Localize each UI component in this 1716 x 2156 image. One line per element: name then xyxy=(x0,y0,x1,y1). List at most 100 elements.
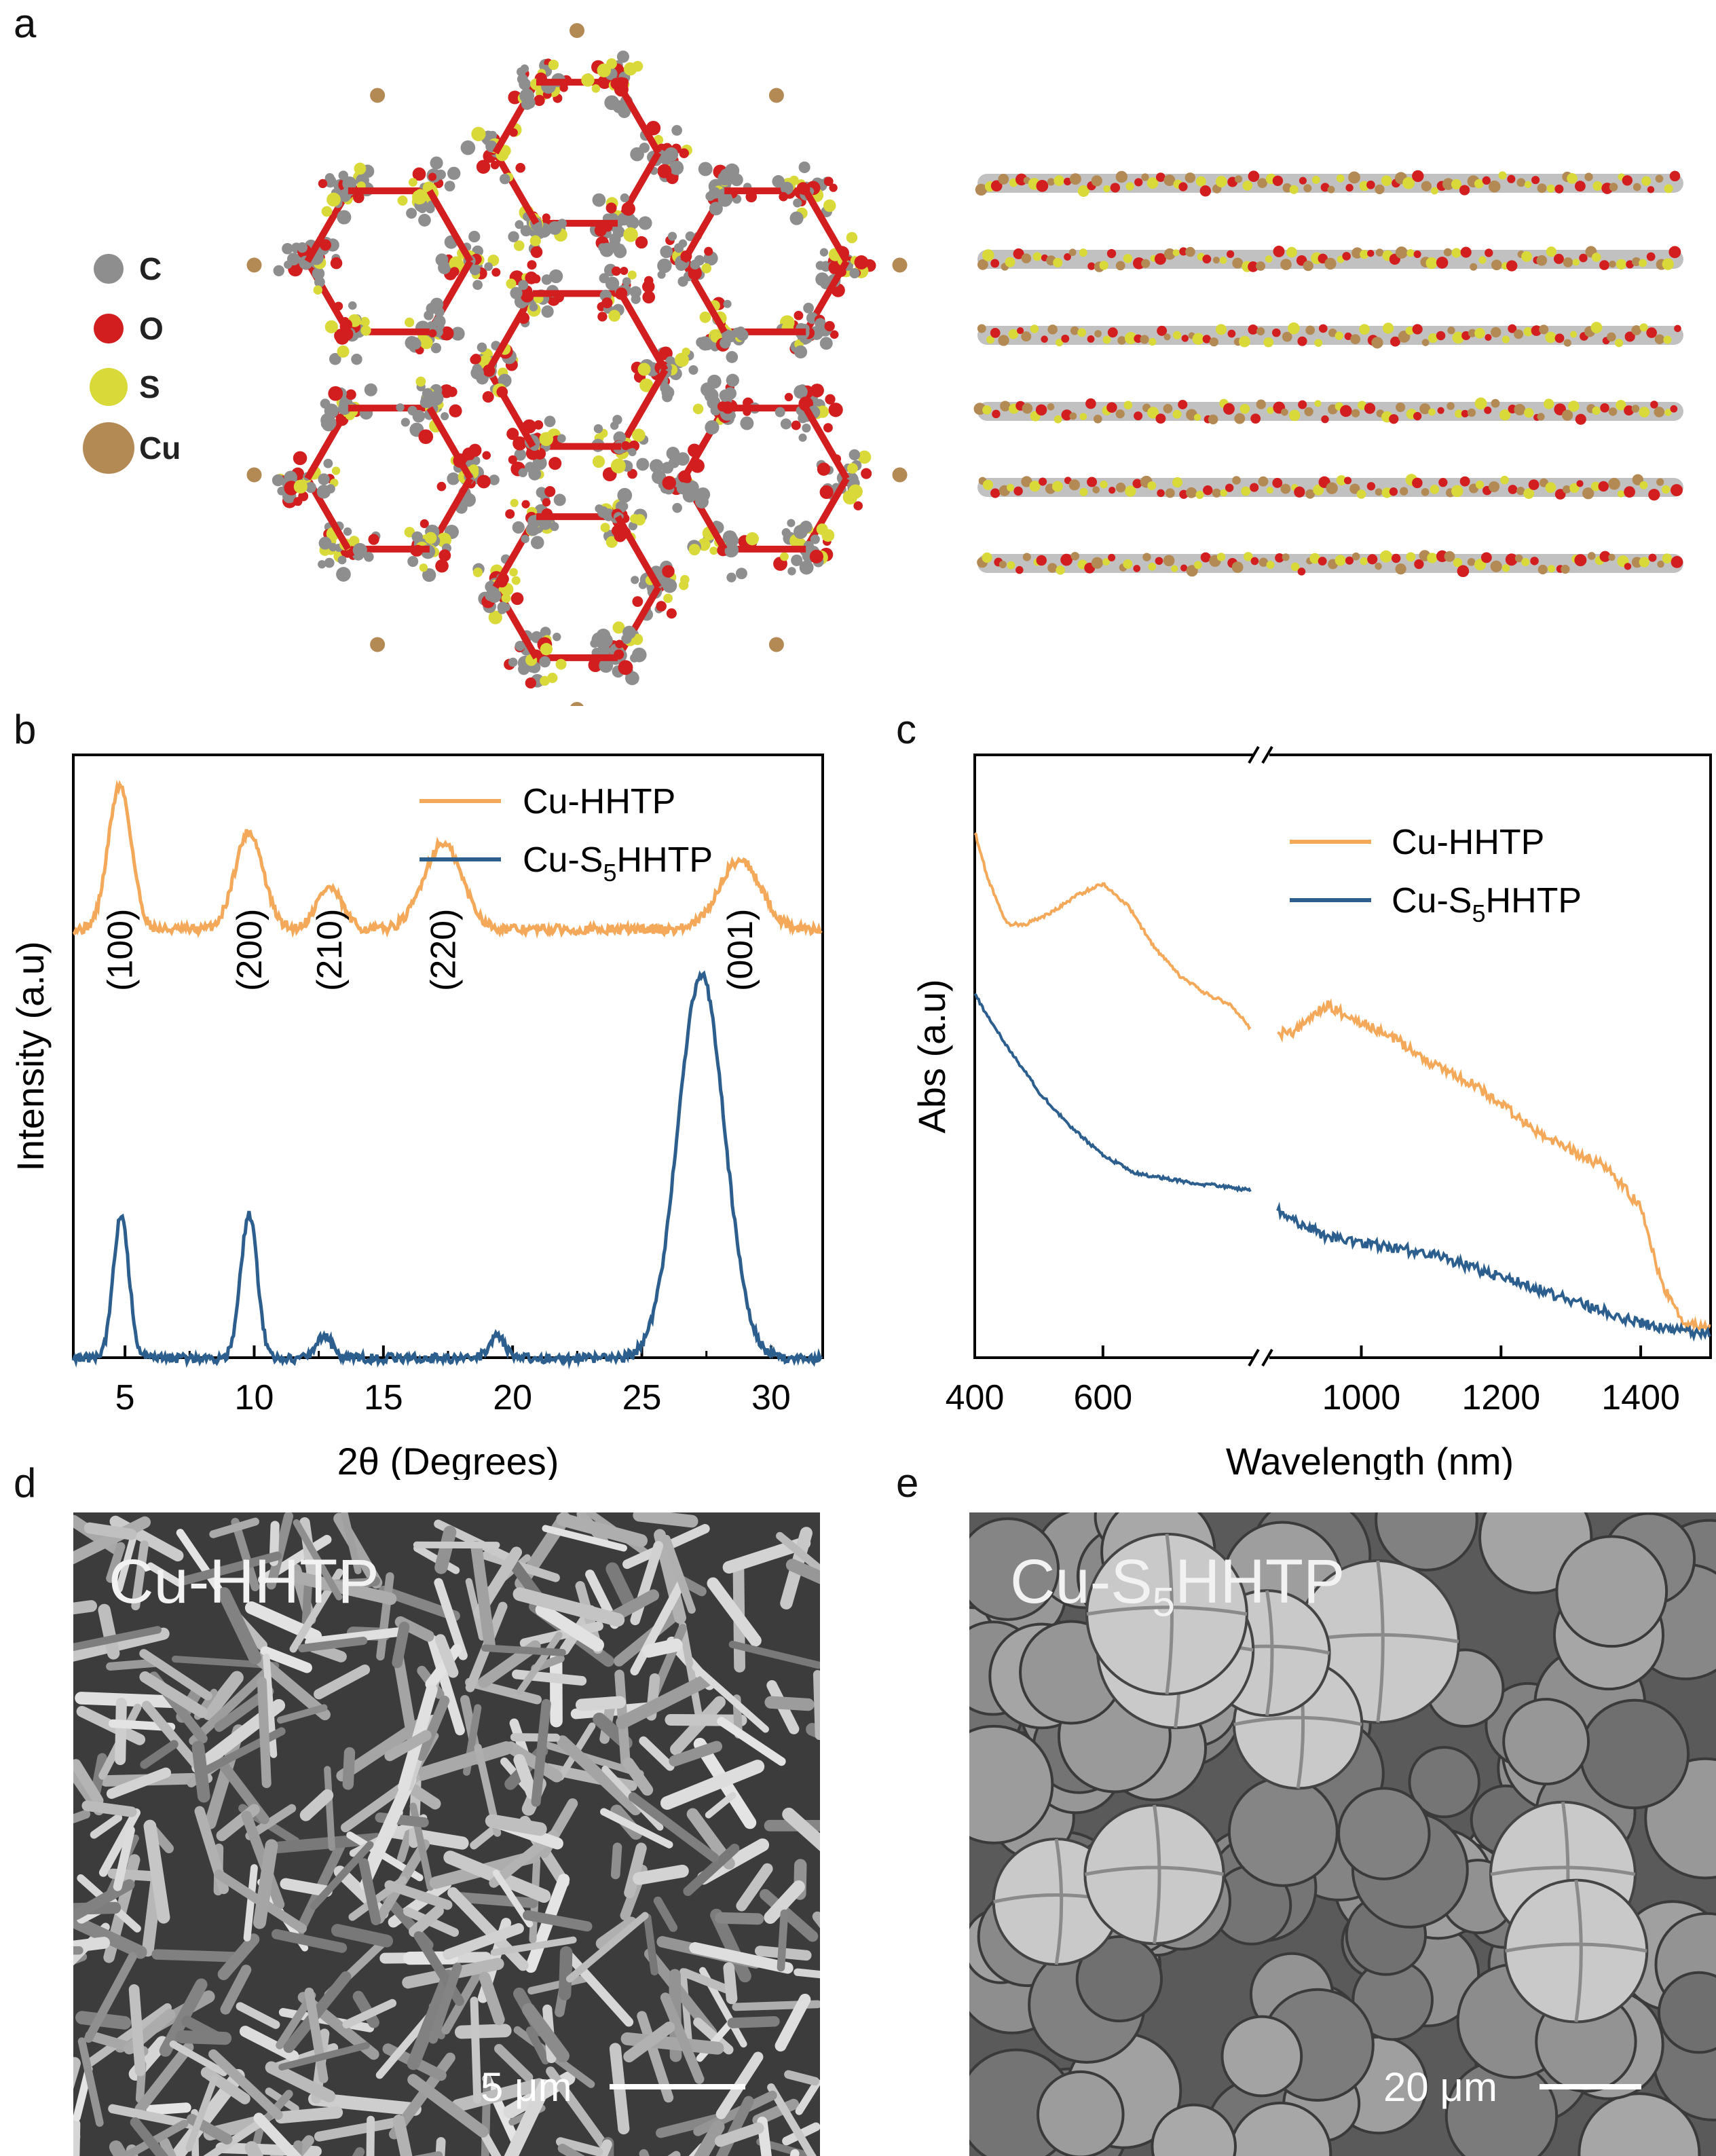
atom xyxy=(1193,413,1201,421)
nanorod xyxy=(813,1670,820,1741)
atom xyxy=(1563,485,1571,494)
atom xyxy=(1280,483,1291,494)
nanorod xyxy=(189,1668,270,1746)
atom xyxy=(1490,327,1502,338)
nanorod xyxy=(305,1627,404,1648)
atom xyxy=(293,497,303,506)
nanorod xyxy=(434,1578,468,1660)
atom xyxy=(791,554,803,567)
microsphere xyxy=(1579,1698,1690,1810)
atom xyxy=(798,161,810,174)
framework-top-view xyxy=(246,23,908,706)
atom xyxy=(1005,257,1015,267)
nanorod xyxy=(637,2011,674,2103)
nanorod xyxy=(425,1643,463,1690)
atom xyxy=(627,270,637,280)
atom xyxy=(515,640,525,652)
atom xyxy=(1391,553,1401,563)
bond xyxy=(802,406,850,481)
atom xyxy=(698,162,713,176)
nanorod xyxy=(83,2003,172,2069)
scale-bar-label: 5 μm xyxy=(481,2064,572,2110)
atom xyxy=(787,567,796,576)
atom xyxy=(1219,257,1227,264)
atom xyxy=(1590,481,1601,491)
atom xyxy=(1632,257,1641,267)
atom xyxy=(1172,331,1182,339)
nanorod xyxy=(510,1733,561,1742)
atom xyxy=(1100,481,1108,489)
atom xyxy=(343,527,352,536)
atom xyxy=(679,148,689,158)
nanorod xyxy=(481,2132,502,2156)
atom xyxy=(1470,263,1478,271)
nanorod xyxy=(470,1996,482,2104)
nanorod xyxy=(217,1933,260,1980)
atom xyxy=(1288,322,1300,335)
atom xyxy=(447,386,458,397)
atom xyxy=(815,318,826,329)
nanorod xyxy=(386,1825,469,1850)
atom xyxy=(1266,561,1275,570)
nanorod xyxy=(265,2061,336,2103)
nanorod xyxy=(757,2116,772,2156)
atom xyxy=(622,625,636,639)
atom xyxy=(521,98,534,110)
atom xyxy=(632,60,644,72)
atom xyxy=(1107,327,1118,338)
atom xyxy=(671,125,682,136)
atom xyxy=(605,276,620,291)
atom xyxy=(825,394,836,405)
atom xyxy=(359,316,370,327)
atom xyxy=(1163,555,1175,567)
nanorod xyxy=(767,2083,817,2156)
nanorod xyxy=(450,1891,538,1908)
atom xyxy=(638,216,652,230)
atom xyxy=(636,458,650,471)
nanorod xyxy=(134,2042,194,2115)
atom xyxy=(1459,476,1470,487)
atom xyxy=(819,337,833,350)
atom xyxy=(592,455,605,468)
atom xyxy=(1468,329,1477,337)
atom xyxy=(1305,489,1316,499)
nanorod xyxy=(555,2137,603,2156)
atom-swatch-s xyxy=(90,368,128,406)
nanorod xyxy=(310,1841,374,1910)
atom xyxy=(541,305,554,318)
sphere-seam xyxy=(1086,1534,1248,1694)
nanorod xyxy=(73,1759,104,1806)
atom xyxy=(1474,179,1484,189)
atom xyxy=(720,337,731,349)
nanorod xyxy=(239,2026,299,2062)
atom xyxy=(508,455,517,464)
atom xyxy=(508,657,518,667)
nanorod xyxy=(289,1570,397,1605)
nanorod xyxy=(407,2074,489,2138)
nanorod xyxy=(98,1603,120,1660)
microsphere xyxy=(1075,1935,1163,2023)
atom xyxy=(1537,183,1547,193)
atom xyxy=(690,259,701,270)
atom xyxy=(639,143,650,153)
atom xyxy=(1390,336,1400,347)
atom xyxy=(468,464,479,475)
atom xyxy=(1186,487,1197,498)
atom xyxy=(1258,476,1269,487)
nanorod xyxy=(443,1923,524,1960)
atom xyxy=(1655,174,1664,183)
atom xyxy=(705,420,720,435)
atom xyxy=(1406,552,1416,562)
atom xyxy=(1379,550,1392,563)
atom xyxy=(1359,324,1370,335)
nanorod xyxy=(689,1941,794,1974)
nanorod xyxy=(557,2143,585,2156)
x-tick-label: 10 xyxy=(235,1378,274,1417)
y-axis-label: Intensity (a.u) xyxy=(9,941,52,1171)
atom xyxy=(1115,170,1128,183)
atom xyxy=(352,316,361,324)
nanorod xyxy=(639,1736,675,1771)
atom-label-s: S xyxy=(139,369,160,405)
atom xyxy=(1662,553,1673,563)
microsphere xyxy=(1657,1971,1716,2054)
